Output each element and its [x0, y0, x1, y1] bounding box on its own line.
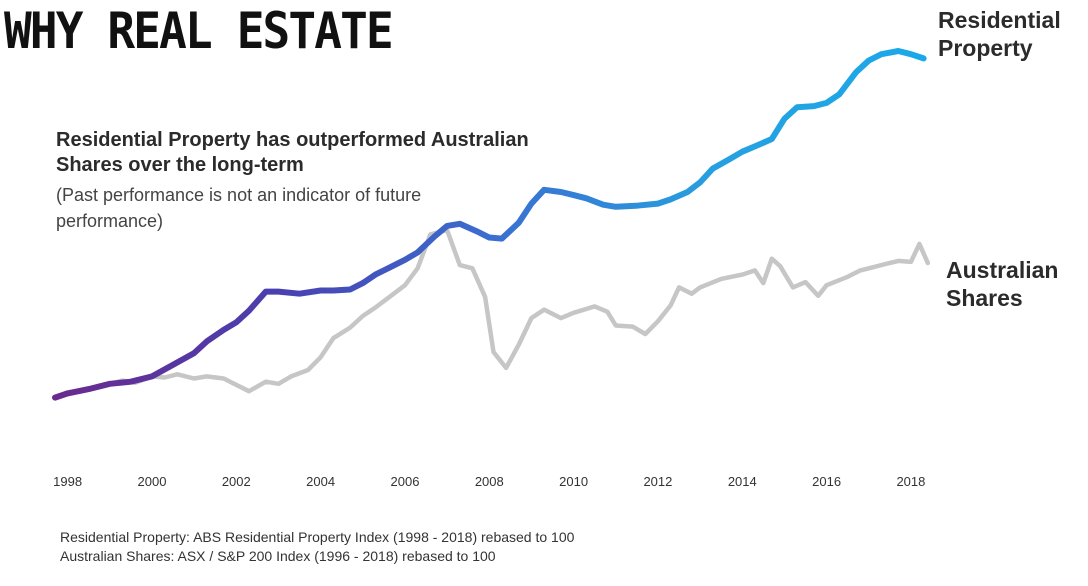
series-label-australian-shares: Australian Shares [946, 257, 1059, 311]
series-line-residential-property [52, 48, 927, 401]
x-tick-label: 2008 [475, 474, 504, 489]
series-line-australian-shares [52, 227, 931, 400]
x-tick-label: 2012 [643, 474, 672, 489]
x-tick-label: 2004 [306, 474, 335, 489]
x-tick-label: 2010 [559, 474, 588, 489]
series-label-residential-property: Residential Property [938, 7, 1061, 61]
x-tick-label: 1998 [53, 474, 82, 489]
x-tick-label: 2006 [391, 474, 420, 489]
footnote-shares: Australian Shares: ASX / S&P 200 Index (… [60, 548, 496, 564]
chart-headline: Residential Property has outperformed Au… [56, 129, 529, 176]
x-tick-label: 2000 [138, 474, 167, 489]
chart-footnotes: Residential Property: ABS Residential Pr… [60, 528, 574, 566]
x-axis-ticks: 1998 2000 2002 2004 2006 2008 2010 2012 2014 2016… [53, 474, 925, 489]
footnote-residential: Residential Property: ABS Residential Pr… [60, 529, 575, 545]
x-tick-label: 2016 [812, 474, 841, 489]
x-tick-label: 2018 [896, 474, 925, 489]
page-title: WHY REAL ESTATE [4, 2, 394, 60]
x-tick-label: 2014 [728, 474, 757, 489]
chart-disclaimer: (Past performance is not an indicator of… [56, 185, 422, 231]
x-tick-label: 2002 [222, 474, 251, 489]
